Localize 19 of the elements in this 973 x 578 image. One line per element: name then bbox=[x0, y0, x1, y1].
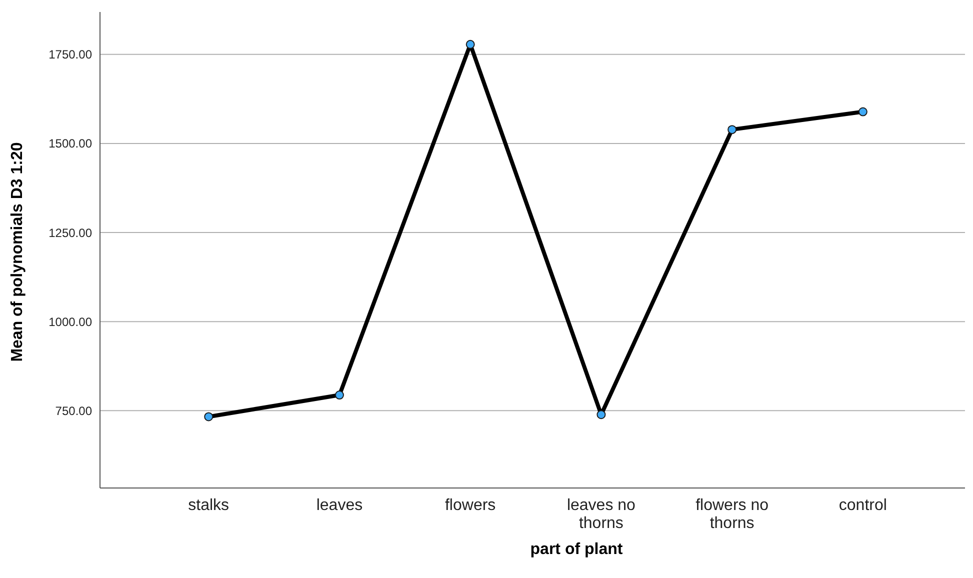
point bbox=[334, 390, 344, 400]
y-tick-label: 1500.00 bbox=[48, 136, 92, 151]
y-tick-label: 1250.00 bbox=[48, 226, 92, 240]
y-tick-label: 750.00 bbox=[55, 404, 92, 418]
y-axis-title: Mean of polynomials D3 1:20 bbox=[9, 142, 27, 362]
point bbox=[596, 410, 606, 420]
x-tick-label: stalks bbox=[188, 497, 230, 514]
point bbox=[858, 107, 868, 116]
point bbox=[728, 125, 737, 134]
y-tick-label: 1750.00 bbox=[48, 48, 92, 62]
x-tick-label: leaves no thorns bbox=[566, 497, 636, 532]
point bbox=[204, 412, 214, 422]
x-tick-label: flowers no thorns bbox=[696, 497, 769, 532]
y-tick-label: 1000.00 bbox=[48, 314, 92, 329]
x-tick-label: flowers bbox=[444, 497, 496, 514]
x-tick-label: leaves bbox=[316, 497, 363, 514]
x-tick-label: control bbox=[838, 497, 887, 514]
x-axis-title: part of plant bbox=[530, 541, 623, 558]
point bbox=[466, 40, 475, 49]
